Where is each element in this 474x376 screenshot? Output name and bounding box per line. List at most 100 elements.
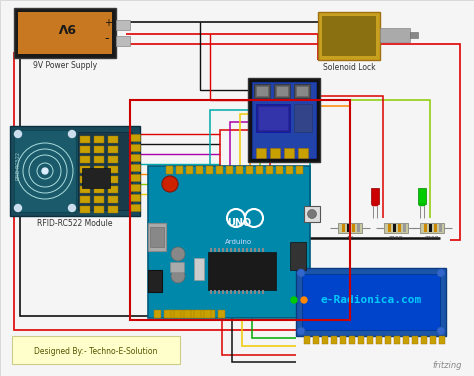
Bar — [429, 224, 432, 232]
Bar — [242, 248, 244, 252]
Bar — [148, 166, 310, 318]
Bar — [170, 262, 184, 272]
Bar — [286, 166, 293, 174]
Bar — [80, 206, 90, 213]
Circle shape — [171, 247, 185, 261]
Bar — [10, 126, 140, 216]
Bar — [338, 223, 362, 233]
Bar — [214, 248, 216, 252]
Bar — [357, 224, 360, 232]
Bar — [216, 166, 223, 174]
Bar — [148, 223, 166, 251]
Bar — [130, 204, 140, 211]
Bar — [393, 224, 396, 232]
Bar — [108, 176, 118, 183]
Bar — [412, 336, 418, 344]
Bar — [439, 224, 442, 232]
Bar — [284, 148, 294, 158]
Bar — [246, 290, 248, 294]
Text: UNO: UNO — [227, 218, 251, 228]
Bar — [256, 166, 263, 174]
Circle shape — [15, 205, 21, 211]
Text: Designed By:- Techno-E-Solution: Designed By:- Techno-E-Solution — [34, 347, 158, 356]
Bar — [424, 224, 427, 232]
Bar — [262, 290, 264, 294]
Bar — [242, 290, 244, 294]
Bar — [358, 336, 364, 344]
Bar — [94, 196, 104, 203]
Circle shape — [297, 269, 305, 277]
Bar — [313, 336, 319, 344]
Bar — [80, 196, 90, 203]
Bar — [186, 166, 193, 174]
Bar — [372, 204, 378, 206]
Bar — [80, 156, 90, 163]
Bar — [194, 310, 201, 318]
Bar — [108, 146, 118, 153]
Bar — [254, 290, 256, 294]
Bar — [394, 336, 400, 344]
Bar — [94, 206, 104, 213]
Bar — [108, 156, 118, 163]
Bar — [234, 248, 236, 252]
Bar — [178, 310, 185, 318]
Bar — [294, 104, 312, 132]
Bar — [116, 36, 130, 46]
Text: 220Ω: 220Ω — [389, 236, 403, 241]
Circle shape — [69, 130, 75, 138]
Bar — [367, 336, 373, 344]
Bar — [256, 104, 290, 132]
Bar — [130, 100, 350, 320]
Bar — [340, 336, 346, 344]
Bar — [184, 310, 191, 318]
Bar — [80, 166, 90, 173]
Bar — [204, 310, 211, 318]
Bar — [222, 248, 224, 252]
Bar — [108, 136, 118, 143]
Bar — [168, 310, 175, 318]
Bar — [226, 290, 228, 294]
Bar — [398, 224, 401, 232]
Bar — [226, 248, 228, 252]
Text: fritzing: fritzing — [432, 361, 462, 370]
Bar — [80, 146, 90, 153]
Text: RFID-RC522 Module: RFID-RC522 Module — [37, 219, 113, 228]
Bar — [419, 204, 425, 206]
Text: +: + — [104, 18, 112, 28]
Bar — [174, 310, 181, 318]
Bar — [388, 224, 391, 232]
Circle shape — [162, 176, 178, 192]
Bar — [80, 186, 90, 193]
Bar — [252, 82, 316, 158]
Bar — [270, 148, 280, 158]
Bar — [276, 166, 283, 174]
Bar — [304, 336, 310, 344]
Bar — [218, 290, 220, 294]
Bar — [352, 224, 355, 232]
Bar — [296, 86, 308, 96]
Bar — [248, 78, 320, 162]
Bar — [254, 84, 270, 98]
Bar — [12, 336, 180, 364]
Bar — [210, 248, 212, 252]
Text: Arduino: Arduino — [226, 239, 253, 245]
Circle shape — [171, 269, 185, 283]
Text: 9V: 9V — [57, 20, 75, 33]
Circle shape — [437, 327, 445, 335]
Bar — [130, 164, 140, 171]
Bar — [176, 166, 183, 174]
Bar — [430, 336, 436, 344]
Bar — [116, 20, 130, 30]
Bar — [304, 206, 320, 222]
Bar — [254, 248, 256, 252]
Bar — [214, 290, 216, 294]
Bar — [238, 248, 240, 252]
Circle shape — [308, 209, 317, 218]
Bar — [421, 336, 427, 344]
Bar — [130, 184, 140, 191]
Bar — [302, 274, 440, 330]
Bar — [230, 248, 232, 252]
Bar — [296, 166, 303, 174]
Bar — [246, 248, 248, 252]
Bar — [218, 248, 220, 252]
